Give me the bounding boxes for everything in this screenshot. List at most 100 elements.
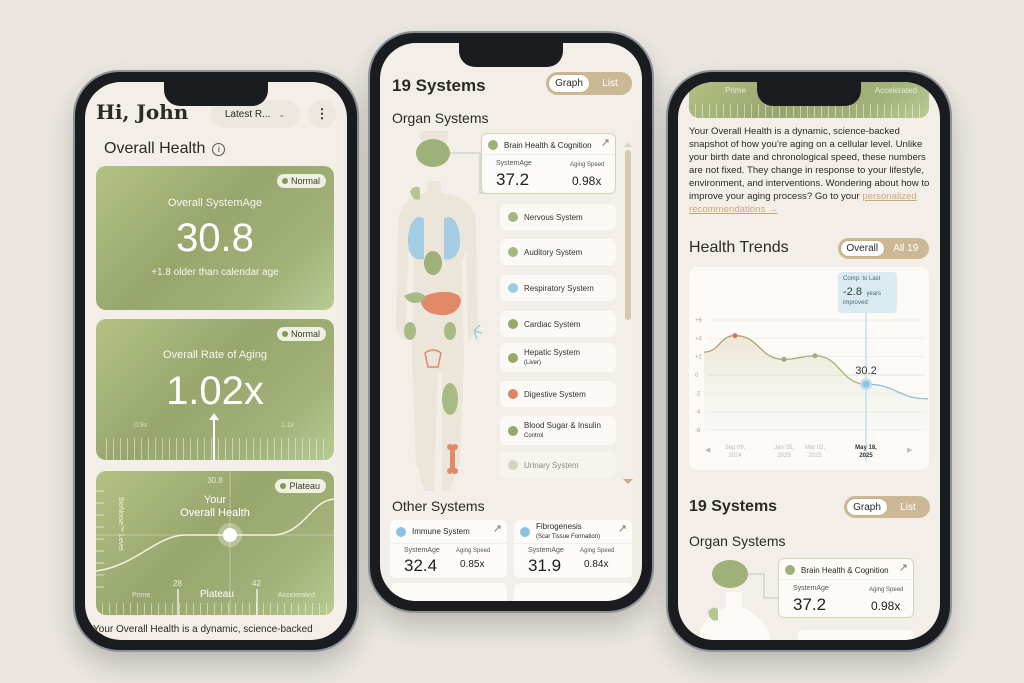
plateau-ruler: [102, 603, 328, 615]
status-badge: Normal: [276, 327, 326, 341]
kebab-icon[interactable]: ⋮: [308, 100, 336, 128]
phone-systems: 19 Systems Graph List Organ Systems Brain…: [370, 33, 652, 611]
age-value: 31.9: [528, 556, 562, 575]
system-list-item[interactable]: Blood Sugar & Insulin Control: [500, 416, 616, 445]
comparison-tooltip: Comp. to Last -2.8 years improved: [838, 272, 897, 313]
system-list-item[interactable]: Nervous System: [500, 204, 616, 230]
rate-of-aging-card[interactable]: Normal Overall Rate of Aging 1.02x 0.9x …: [96, 319, 334, 460]
arrow-up-right-icon[interactable]: ↗: [898, 562, 908, 574]
notch: [757, 82, 861, 106]
liver-icon: [404, 292, 426, 303]
zone-prime: Prime: [725, 86, 746, 95]
zone-accelerated: Accelerated: [278, 592, 315, 599]
status-badge: Normal: [276, 174, 326, 188]
tab-all-19[interactable]: All 19: [893, 243, 919, 254]
notch: [164, 82, 268, 106]
speed-value: 0.85x: [460, 559, 485, 570]
plateau-top-value: 30.8: [207, 476, 223, 485]
rate-label: Overall Rate of Aging: [163, 349, 267, 361]
scale-min: 0.9x: [134, 422, 148, 429]
next-arrow-icon[interactable]: ▶: [907, 447, 913, 454]
view-toggle[interactable]: Graph List: [546, 72, 632, 95]
plateau-curve: [96, 471, 334, 615]
tab-list[interactable]: List: [900, 501, 916, 513]
system-list-item[interactable]: Cardiac System: [500, 311, 616, 337]
other-system-card[interactable]: [514, 583, 632, 601]
arrow-up-right-icon[interactable]: ↗: [617, 523, 627, 535]
x-tick-label: Sep 09,: [725, 445, 746, 451]
view-toggle[interactable]: Graph List: [844, 496, 930, 518]
phone-trends: Prime Accelerated Your Overall Health is…: [668, 72, 950, 650]
tab-graph[interactable]: Graph: [846, 498, 888, 516]
recommendations-link[interactable]: personalized recommendations →: [689, 191, 917, 215]
rate-pointer-arrow-icon: [209, 413, 219, 460]
tooltip-unit: years: [866, 291, 882, 297]
phone-home: Hi, John Latest R... ⌄ ⋮ Overall Health i …: [75, 72, 357, 650]
system-list-item[interactable]: [798, 630, 914, 640]
tab-overall[interactable]: Overall: [840, 240, 885, 257]
overall-health-description: Your Overall Health is a dynamic, scienc…: [93, 624, 313, 635]
systems-screen: 19 Systems Graph List Organ Systems Brain…: [380, 43, 642, 601]
y-tick-label: -2: [695, 391, 701, 397]
plateau-title: Your Overall Health: [180, 494, 250, 519]
trends-toggle[interactable]: Overall All 19: [838, 238, 929, 259]
trend-chart[interactable]: +6 +4 +2 0 -2 -4 -6 Sep 09, 2024 Jan 05, 2025 Mar 0…: [689, 267, 929, 470]
y-tick-label: +6: [695, 318, 703, 324]
tooltip-note: improved: [843, 300, 868, 306]
system-list-item[interactable]: Hepatic System (Liver): [500, 343, 616, 372]
system-age-card[interactable]: Normal Overall SystemAge 30.8 +1.8 older…: [96, 166, 334, 310]
selected-point: [862, 380, 870, 388]
tab-graph[interactable]: Graph: [548, 74, 590, 93]
featured-name: Brain Health & Cognition: [504, 140, 592, 150]
speed-label: Aging Speed: [580, 548, 615, 554]
system-icon: [508, 319, 518, 329]
x-tick-label: May 18,: [855, 445, 877, 451]
data-point: [781, 356, 787, 362]
system-label: Respiratory System: [524, 283, 594, 293]
ruler: [695, 104, 923, 118]
other-system-card[interactable]: Immune System ↗ SystemAge 32.4 Aging Speed 0.…: [390, 520, 507, 578]
kidney-icon: [444, 322, 456, 340]
other-system-card[interactable]: Fibrogenesis (Scar Tissue Formation) ↗ Syst…: [514, 520, 632, 578]
x-tick-label: 2025: [808, 453, 822, 459]
info-icon[interactable]: i: [212, 142, 226, 156]
system-label: Blood Sugar & Insulin Control: [524, 420, 601, 439]
report-select-value: Latest R...: [224, 108, 271, 120]
x-tick-label: Mar 02,: [805, 445, 826, 451]
other-system-card[interactable]: [390, 583, 507, 601]
system-icon: [508, 247, 518, 257]
overall-health-title: Overall Health i: [104, 140, 226, 158]
system-list-item[interactable]: Auditory System: [500, 239, 616, 265]
system-list-item[interactable]: Urinary System: [500, 452, 616, 478]
systems-title: 19 Systems: [689, 498, 778, 515]
system-age-note: +1.8 older than calendar age: [151, 267, 279, 278]
page-title: 19 Systems: [392, 76, 486, 95]
system-label: Fibrogenesis (Scar Tissue Formation): [536, 521, 601, 540]
bound-low: 28: [173, 579, 182, 588]
home-screen: Hi, John Latest R... ⌄ ⋮ Overall Health i …: [85, 82, 347, 640]
arrow-up-right-icon[interactable]: ↗: [492, 523, 502, 535]
system-list-item[interactable]: Respiratory System: [500, 275, 616, 301]
stomach-icon: [420, 291, 461, 316]
age-label: SystemAge: [404, 547, 440, 554]
scroll-down-icon[interactable]: [623, 479, 633, 489]
tab-list[interactable]: List: [602, 78, 618, 89]
featured-system-card[interactable]: Brain Health & Cognition ↗ SystemAge 37.…: [778, 558, 914, 618]
prev-arrow-icon[interactable]: ◀: [705, 447, 711, 454]
rate-ruler: [106, 438, 324, 460]
system-icon: [508, 212, 518, 222]
system-list-item[interactable]: Digestive System: [500, 381, 616, 407]
arrow-up-right-icon[interactable]: ↗: [600, 137, 610, 149]
system-icon: [508, 283, 518, 293]
brain-icon: [785, 565, 795, 575]
y-tick-label: +4: [695, 336, 703, 342]
featured-system-card[interactable]: Brain Health & Cognition ↗ SystemAge 37.…: [481, 133, 616, 194]
spleen-icon: [442, 383, 458, 415]
scroll-up-icon[interactable]: [624, 138, 632, 147]
scrollbar[interactable]: [625, 150, 631, 320]
speed-label: Aging Speed: [570, 162, 605, 168]
body-diagram: [396, 131, 500, 491]
plateau-card[interactable]: Plateau 30.8 Your Overall Health BioNoise…: [96, 471, 334, 615]
health-trends-title: Health Trends: [689, 239, 789, 256]
system-label: Nervous System: [524, 212, 583, 222]
